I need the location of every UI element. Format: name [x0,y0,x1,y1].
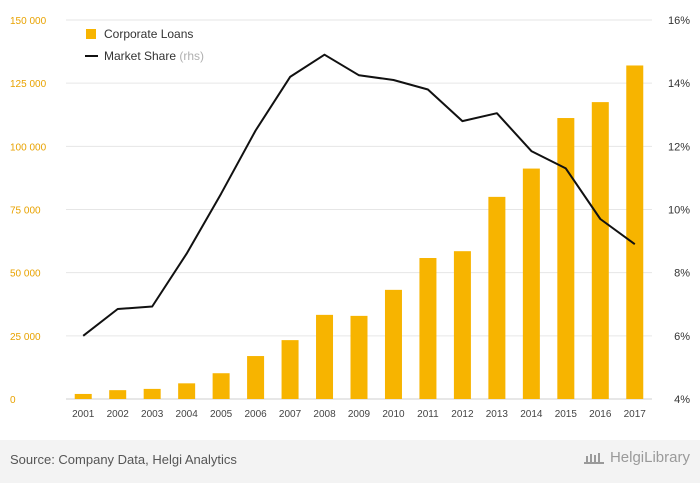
right-tick-label-0: 4% [674,394,690,406]
bar-series-corporate-loans [74,65,644,399]
x-tick-label-2014: 2014 [520,409,543,420]
left-tick-label-3: 75 000 [10,206,41,217]
bar-2004 [178,383,196,399]
bar-2016 [591,102,609,399]
legend: Corporate Loans Market Share (rhs) [85,27,204,63]
x-tick-label-2012: 2012 [451,409,474,420]
x-tick-label-2017: 2017 [624,409,647,420]
x-tick-label-2009: 2009 [348,409,371,420]
right-tick-label-2: 8% [674,268,690,280]
bar-2003 [143,388,161,399]
x-tick-label-2013: 2013 [486,409,509,420]
market-share-line [82,53,636,337]
bar-2001 [74,393,92,399]
bar-2011 [419,258,437,399]
x-tick-label-2007: 2007 [279,409,302,420]
bar-2005 [212,373,230,399]
library-icon [583,452,604,464]
brand-logo[interactable]: HelgiLibrary [583,449,690,466]
bar-2013 [488,196,506,399]
x-tick-label-2011: 2011 [417,409,439,420]
bar-2017 [626,65,644,399]
left-tick-label-5: 125 000 [10,79,47,90]
chart-area: 0 25 000 50 000 75 000 100 000 125 000 150 000… [10,15,690,420]
bar-2012 [453,251,471,399]
left-tick-label-4: 100 000 [10,142,47,153]
left-tick-label-1: 25 000 [10,332,41,343]
x-tick-label-2016: 2016 [589,409,612,420]
left-axis: 0 25 000 50 000 75 000 100 000 125 000 150 000 [10,16,47,406]
x-tick-label-2003: 2003 [141,409,164,420]
x-tick-label-2015: 2015 [555,409,578,420]
x-tick-label-2006: 2006 [244,409,267,420]
bar-2014 [522,168,540,399]
gridlines [66,19,652,400]
bar-2010 [384,289,402,399]
right-tick-label-1: 6% [674,331,690,343]
legend-label-market-share: Market Share (rhs) [104,49,204,63]
right-tick-label-3: 10% [668,205,690,217]
right-tick-label-5: 14% [668,78,690,90]
bar-2009 [350,315,368,399]
bar-2002 [109,390,127,399]
right-tick-label-4: 12% [668,141,690,153]
legend-swatch-corporate-loans [86,29,96,39]
right-axis: 4% 6% 8% 10% 12% 14% 16% [668,15,690,406]
x-tick-label-2001: 2001 [72,409,95,420]
right-tick-label-6: 16% [668,15,690,27]
legend-label-corporate-loans: Corporate Loans [104,27,193,41]
x-tick-label-2005: 2005 [210,409,233,420]
left-tick-label-6: 150 000 [10,16,47,27]
bar-2006 [247,356,265,399]
bar-2007 [281,340,299,399]
brand-name: HelgiLibrary [609,449,690,466]
x-axis: 2001 2002 2003 2004 2005 2006 2007 2008 2009 2010… [72,409,646,420]
x-tick-label-2002: 2002 [107,409,130,420]
left-tick-label-2: 50 000 [10,269,41,280]
x-tick-label-2008: 2008 [313,409,336,420]
left-tick-label-0: 0 [10,395,16,406]
footer: Source: Company Data, Helgi Analytics He… [0,440,700,483]
source-note: Source: Company Data, Helgi Analytics [10,452,237,467]
x-tick-label-2004: 2004 [176,409,199,420]
line-series-market-share [82,53,636,337]
bar-2008 [316,314,334,399]
x-tick-label-2010: 2010 [382,409,405,420]
bar-2015 [557,118,575,399]
